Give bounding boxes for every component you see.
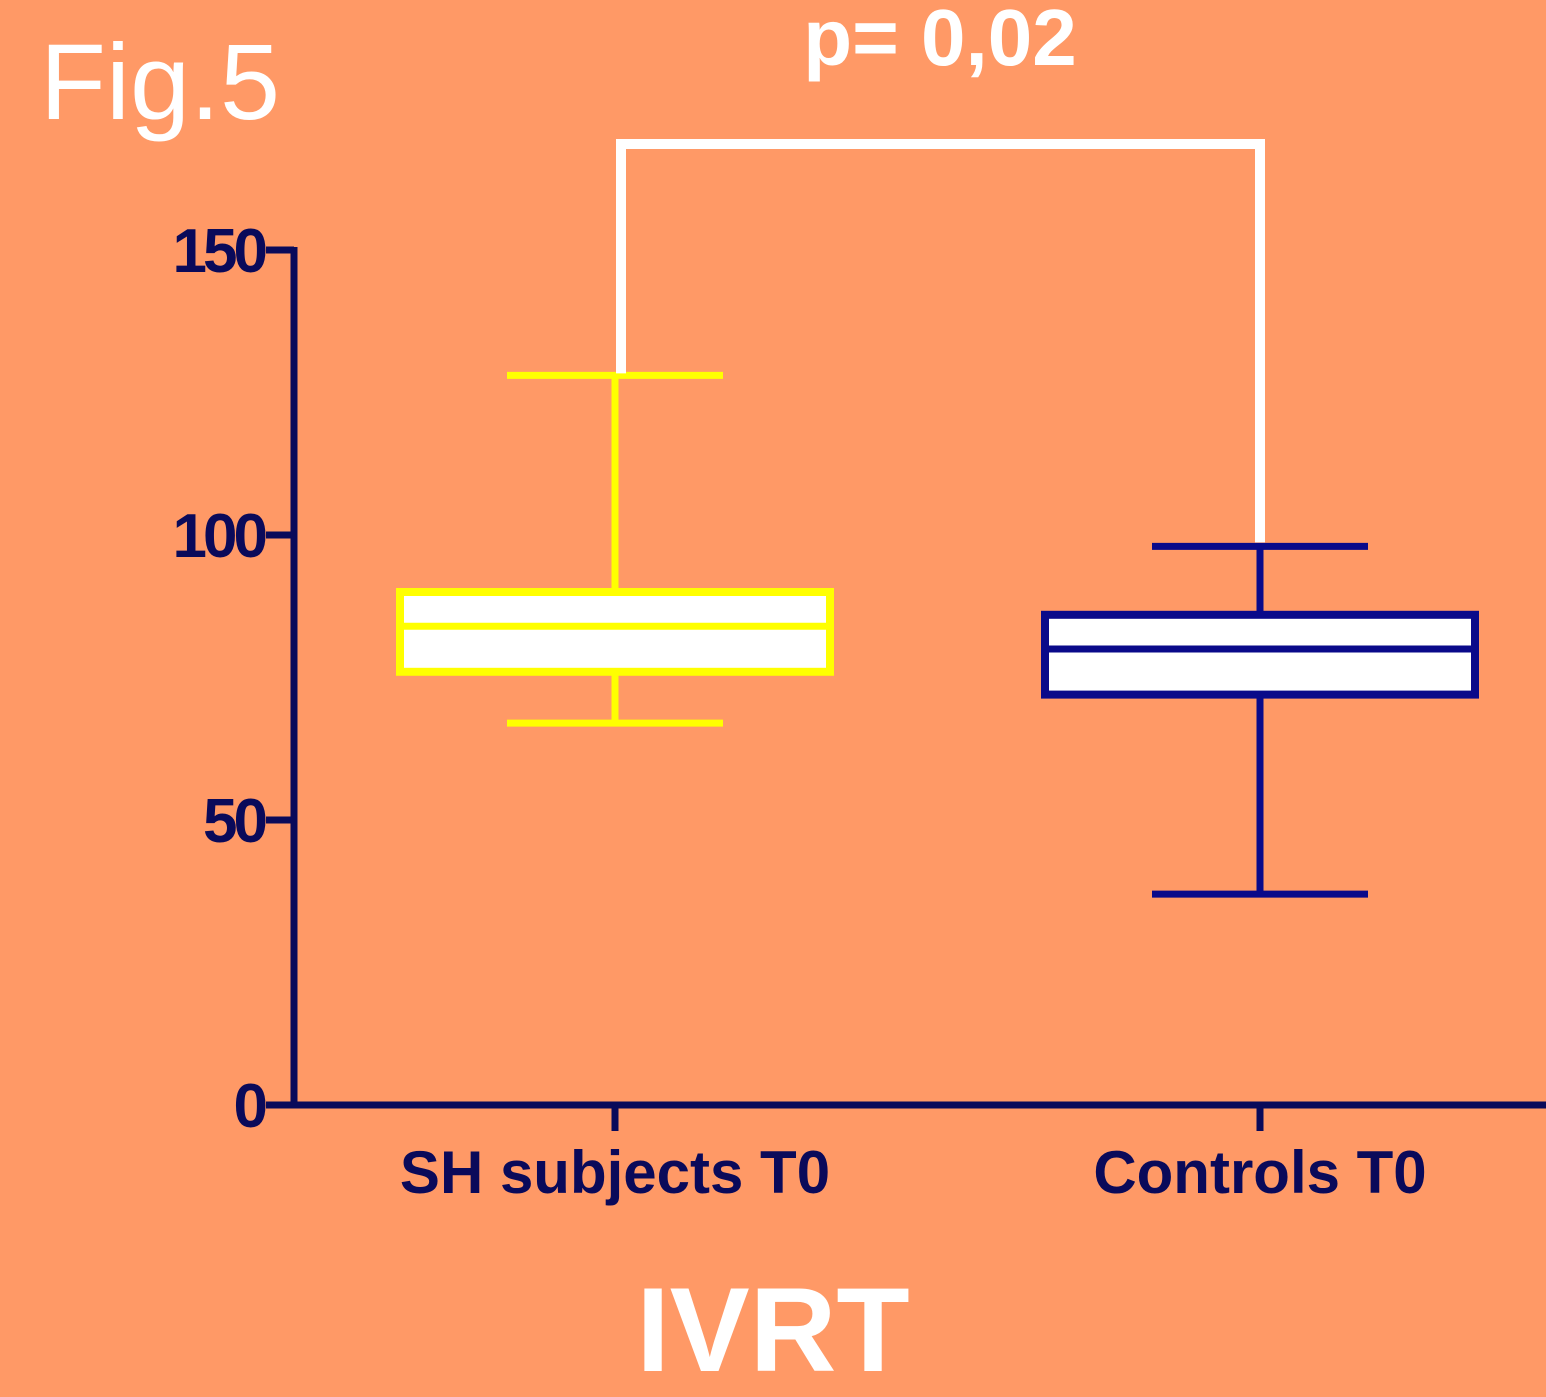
box-controls — [1041, 542, 1479, 898]
x-tick-label: SH subjects T0 — [400, 1139, 830, 1206]
box-iqr — [1041, 610, 1479, 699]
significance-bracket — [616, 139, 1265, 543]
p-value-annotation: p= 0,02 — [803, 0, 1077, 82]
figure-label: Fig.5 — [40, 21, 281, 142]
y-tick-label: 150 — [173, 217, 266, 286]
y-tick-label: 50 — [203, 787, 265, 856]
y-tick-label: 0 — [234, 1072, 266, 1141]
chart-title: IVRT — [636, 1263, 910, 1397]
x-tick-label: Controls T0 — [1093, 1139, 1426, 1206]
box-iqr — [396, 588, 834, 676]
y-tick-label: 100 — [173, 502, 266, 571]
significance-bracket-group — [616, 139, 1265, 543]
box-sh-subjects — [396, 371, 834, 727]
boxes-group — [396, 371, 1479, 898]
axes-group: 0 50 100 150 SH subjects T0 Controls T0 — [173, 217, 1546, 1206]
